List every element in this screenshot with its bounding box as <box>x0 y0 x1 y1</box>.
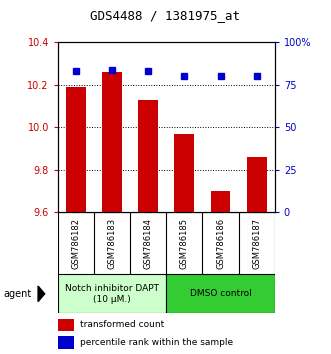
Bar <box>58 336 73 349</box>
Text: GSM786183: GSM786183 <box>108 218 117 269</box>
Text: GSM786184: GSM786184 <box>144 218 153 269</box>
Text: agent: agent <box>3 289 31 299</box>
Text: percentile rank within the sample: percentile rank within the sample <box>80 338 233 347</box>
Text: GSM786182: GSM786182 <box>71 218 80 269</box>
Bar <box>166 274 275 313</box>
Bar <box>174 134 194 212</box>
Text: GSM786185: GSM786185 <box>180 218 189 269</box>
Bar <box>211 191 230 212</box>
Bar <box>58 274 166 313</box>
Text: GSM786186: GSM786186 <box>216 218 225 269</box>
Text: Notch inhibitor DAPT
(10 μM.): Notch inhibitor DAPT (10 μM.) <box>65 284 159 303</box>
Bar <box>102 72 122 212</box>
Bar <box>66 87 86 212</box>
Bar <box>58 319 73 331</box>
Text: transformed count: transformed count <box>80 320 164 330</box>
Text: GDS4488 / 1381975_at: GDS4488 / 1381975_at <box>90 9 241 22</box>
Bar <box>138 100 158 212</box>
Text: GSM786187: GSM786187 <box>252 218 261 269</box>
Bar <box>247 157 266 212</box>
Text: DMSO control: DMSO control <box>190 289 252 298</box>
Polygon shape <box>38 286 45 302</box>
